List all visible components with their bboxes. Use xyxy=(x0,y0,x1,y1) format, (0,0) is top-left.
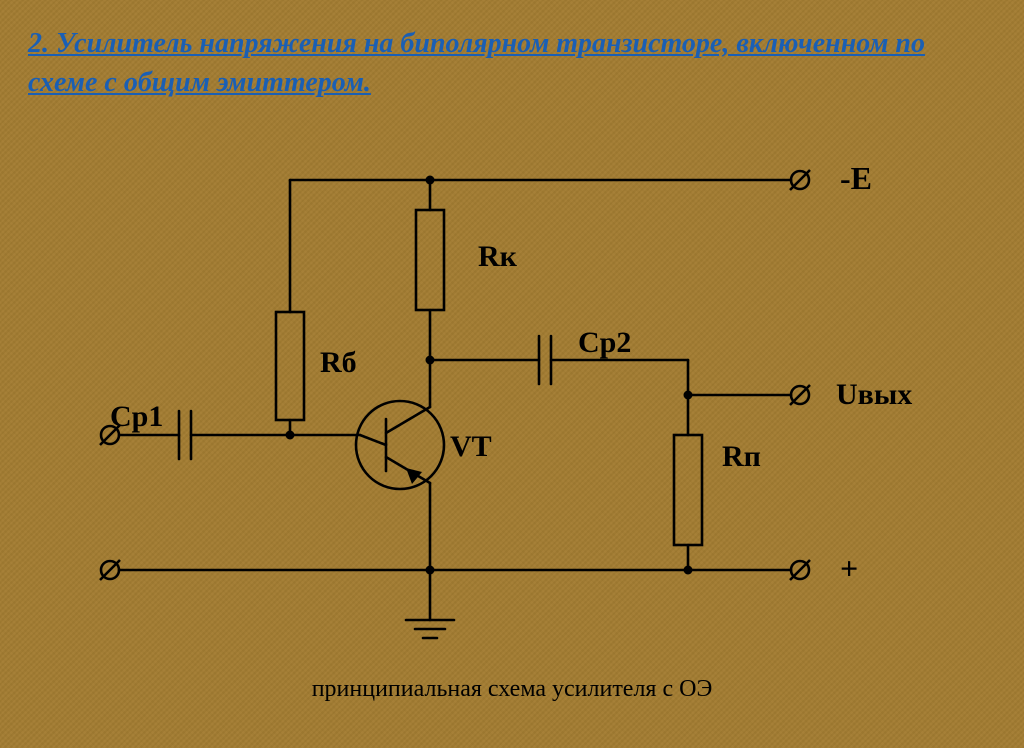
circuit-schematic xyxy=(0,0,1024,748)
label-vt: VT xyxy=(450,430,492,464)
slide-canvas: 2. Усилитель напряжения на биполярном тр… xyxy=(0,0,1024,748)
label-uout: Uвых xyxy=(836,378,912,412)
label-plus: + xyxy=(840,550,858,587)
label-cp1: Cр1 xyxy=(110,400,163,434)
label-rk: Rк xyxy=(478,240,517,274)
label-rb: Rб xyxy=(320,346,357,380)
label-cp2: Cр2 xyxy=(578,326,631,360)
slide-caption: принципиальная схема усилителя с ОЭ xyxy=(0,676,1024,703)
label-rn: Rп xyxy=(722,440,761,474)
label-neg-e: -E xyxy=(840,160,872,197)
